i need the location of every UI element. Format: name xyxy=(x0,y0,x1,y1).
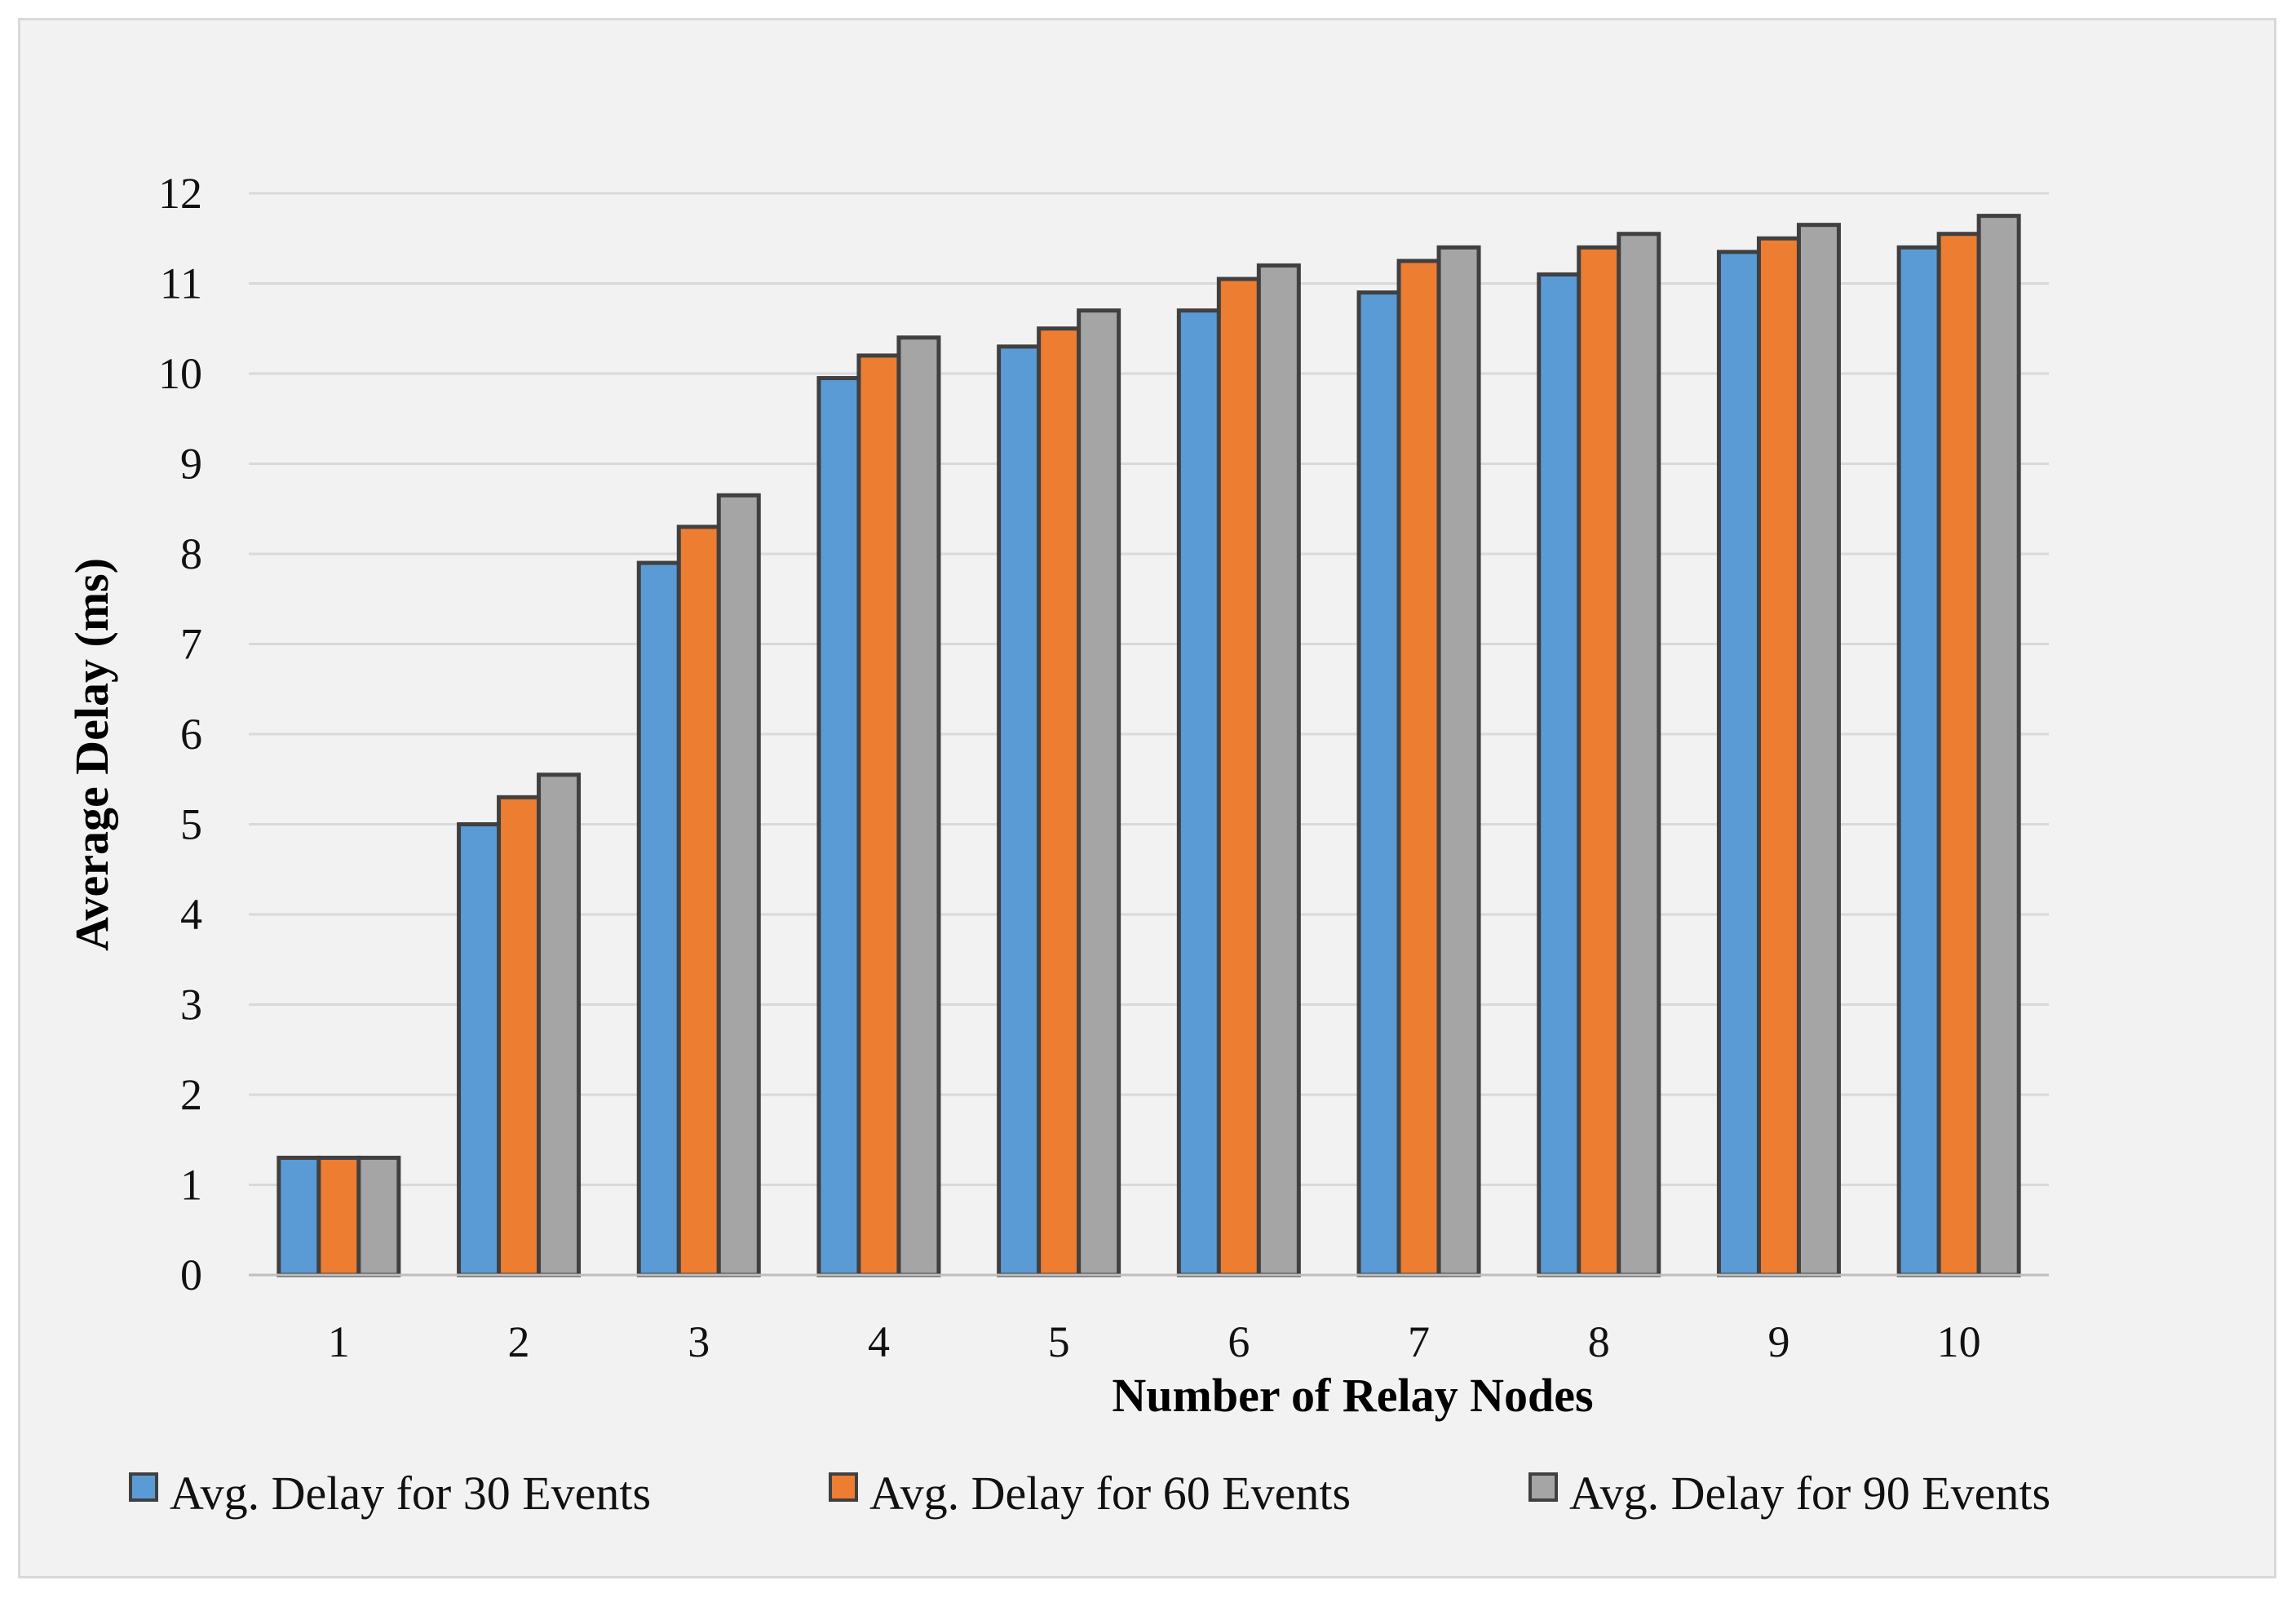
x-tick-label-8: 8 xyxy=(1588,1317,1610,1366)
x-axis-title: Number of Relay Nodes xyxy=(1112,1369,1593,1422)
y-tick-label-7: 7 xyxy=(180,620,202,669)
bar-series-2-6 xyxy=(1216,277,1261,1277)
y-tick-label-10: 10 xyxy=(158,349,202,398)
bar-series-3-2 xyxy=(537,772,582,1277)
bar-series-3-10 xyxy=(1976,214,2021,1277)
y-tick-label-1: 1 xyxy=(180,1161,202,1210)
y-tick-label-0: 0 xyxy=(180,1251,202,1299)
y-tick-label-9: 9 xyxy=(180,440,202,489)
x-tick-label-6: 6 xyxy=(1228,1317,1250,1366)
y-tick-label-11: 11 xyxy=(160,259,202,308)
bar-series-1-7 xyxy=(1356,290,1401,1277)
y-axis-title: Average Delay (ms) xyxy=(65,558,118,951)
x-tick-label-2: 2 xyxy=(508,1317,530,1366)
bar-series-3-3 xyxy=(716,493,761,1277)
x-tick-label-7: 7 xyxy=(1408,1317,1430,1366)
x-tick-label-9: 9 xyxy=(1767,1317,1789,1366)
bar-series-3-5 xyxy=(1077,308,1121,1277)
bar-series-3-6 xyxy=(1256,263,1301,1277)
y-tick-label-8: 8 xyxy=(180,529,202,578)
bar-series-1-9 xyxy=(1716,250,1761,1277)
x-tick-label-10: 10 xyxy=(1937,1317,1981,1366)
bar-series-1-3 xyxy=(636,560,681,1277)
y-tick-label-12: 12 xyxy=(158,169,202,218)
bar-series-1-8 xyxy=(1537,272,1582,1277)
x-tick-label-5: 5 xyxy=(1048,1317,1070,1366)
bar-series-2-7 xyxy=(1396,259,1441,1277)
y-tick-label-2: 2 xyxy=(180,1070,202,1119)
bar-series-2-10 xyxy=(1936,232,1981,1277)
bar-series-3-8 xyxy=(1617,232,1661,1277)
bar-series-2-4 xyxy=(856,353,901,1277)
bar-series-1-10 xyxy=(1896,245,1941,1277)
legend-label-1: Avg. Delay for 30 Events xyxy=(170,1467,651,1520)
y-tick-label-6: 6 xyxy=(180,710,202,759)
bar-series-3-4 xyxy=(896,335,941,1277)
x-axis-ticks: 1 2 3 4 5 6 7 8 9 10 xyxy=(328,1317,1981,1366)
bar-series-1-2 xyxy=(457,822,502,1277)
legend-swatch-1 xyxy=(129,1472,158,1502)
bar-series-2-9 xyxy=(1756,236,1801,1277)
bar-series-2-2 xyxy=(497,795,542,1277)
y-tick-label-5: 5 xyxy=(180,800,202,849)
x-tick-label-1: 1 xyxy=(328,1317,350,1366)
y-tick-label-3: 3 xyxy=(180,980,202,1029)
bars xyxy=(276,214,2021,1277)
bar-series-1-4 xyxy=(816,376,861,1277)
legend: Avg. Delay for 30 Events Avg. Delay for 6… xyxy=(129,1467,2050,1520)
bar-series-2-1 xyxy=(316,1155,361,1277)
y-tick-label-4: 4 xyxy=(180,890,202,939)
bar-series-1-1 xyxy=(276,1155,321,1277)
bar-series-1-6 xyxy=(1176,308,1221,1277)
bar-series-3-1 xyxy=(356,1155,401,1277)
bar-series-3-9 xyxy=(1796,223,1841,1277)
x-tick-label-3: 3 xyxy=(688,1317,710,1366)
legend-label-2: Avg. Delay for 60 Events xyxy=(869,1467,1351,1520)
bar-series-1-5 xyxy=(997,344,1042,1277)
bar-series-2-8 xyxy=(1577,245,1621,1277)
bar-series-2-5 xyxy=(1037,326,1082,1277)
bar-series-3-7 xyxy=(1436,245,1481,1277)
legend-swatch-3 xyxy=(1528,1472,1558,1502)
legend-label-3: Avg. Delay for 90 Events xyxy=(1569,1467,2050,1520)
bar-series-2-3 xyxy=(676,525,721,1277)
x-tick-label-4: 4 xyxy=(868,1317,890,1366)
legend-swatch-2 xyxy=(829,1472,858,1502)
